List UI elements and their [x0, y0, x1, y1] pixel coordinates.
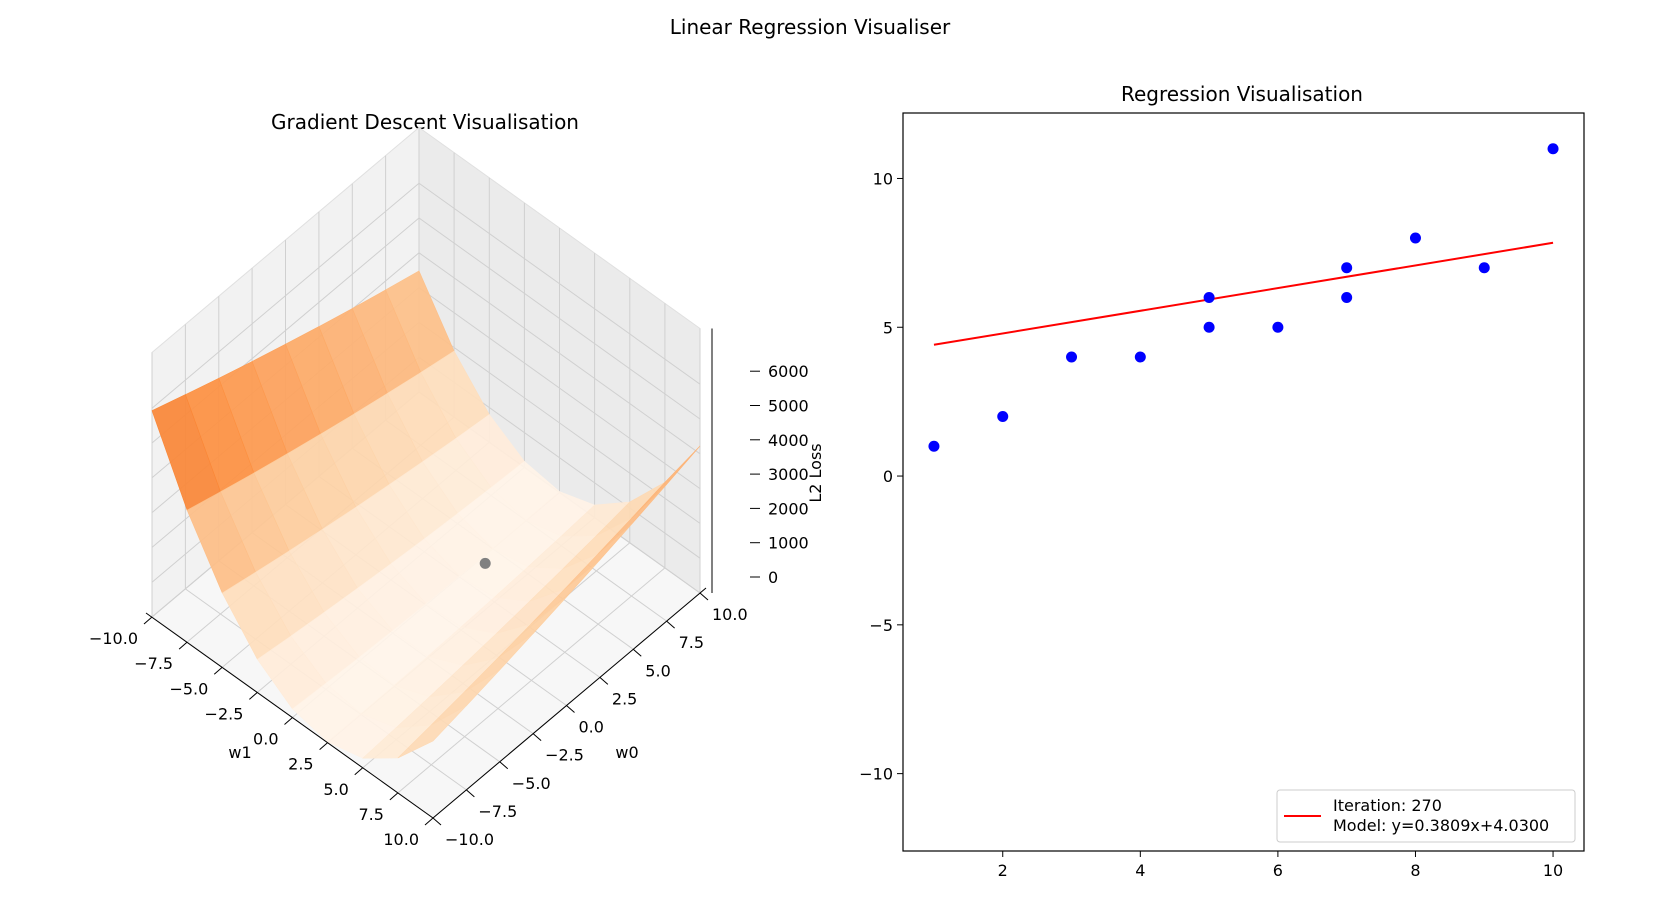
surface-patch — [397, 705, 467, 759]
data-point — [1409, 232, 1421, 244]
w1-tick-label: −5.0 — [169, 679, 208, 698]
model-line-group — [933, 241, 1554, 346]
data-point — [1066, 351, 1078, 363]
loss-tick-label: 6000 — [768, 362, 809, 381]
w0-tick-labels: −10.0 −7.5 −5.0 −2.5 0.0 2.5 5.0 7.5 10.0 — [432, 592, 748, 849]
w0-tick-mark — [566, 705, 575, 713]
regression-y-tick-label: 5 — [883, 318, 893, 337]
w1-tick-label: −10.0 — [89, 629, 138, 648]
w0-tick-label: 2.5 — [612, 689, 637, 708]
w0-tick-mark — [666, 620, 675, 629]
regression-title: Regression Visualisation — [1121, 82, 1363, 106]
data-point — [1478, 262, 1490, 274]
data-point — [1272, 321, 1284, 333]
w1-tick-mark — [213, 666, 223, 675]
w0-tick-label: −2.5 — [545, 746, 584, 765]
loss-tick-labels: 0 1000 2000 3000 4000 5000 6000 — [750, 362, 809, 587]
w1-tick-mark — [389, 792, 399, 801]
gradient-descent-chart: Gradient Descent Visualisation −10.0 −7.5… — [89, 110, 825, 849]
w0-tick-mark — [532, 733, 542, 742]
w1-tick-label: −7.5 — [134, 654, 173, 673]
w0-tick-mark — [432, 817, 442, 826]
regression-chart: Regression Visualisation 2 4 6 8 10 −10 −5 0 5 1… — [859, 82, 1585, 880]
loss-tick-label: 0 — [768, 568, 778, 587]
w0-tick-mark — [699, 592, 709, 601]
w1-tick-mark — [249, 691, 258, 700]
regression-x-tick-label: 4 — [1135, 861, 1145, 880]
w0-tick-mark — [632, 648, 642, 657]
w1-tick-mark — [354, 767, 364, 776]
w1-axis-label: w1 — [228, 743, 251, 762]
regression-y-tick-label: −10 — [859, 765, 893, 784]
w1-tick-label: 10.0 — [383, 830, 419, 849]
gradient-descent-title: Gradient Descent Visualisation — [271, 110, 579, 134]
w0-tick-label: −10.0 — [445, 830, 494, 849]
w1-tick-mark — [284, 717, 293, 725]
w1-tick-mark — [178, 641, 188, 650]
legend-model-label: Model: y=0.3809x+4.0300 — [1333, 816, 1549, 835]
data-point — [1341, 262, 1353, 274]
figure-title: Linear Regression Visualiser — [670, 15, 951, 39]
data-point — [1547, 143, 1559, 155]
data-points — [928, 143, 1559, 452]
legend-box — [1276, 789, 1576, 843]
data-point — [928, 440, 940, 452]
loss-surface — [151, 270, 701, 759]
gridline-loss — [151, 182, 701, 409]
regression-plot-frame — [902, 112, 1585, 852]
legend-iteration-label: Iteration: 270 — [1333, 796, 1442, 815]
w0-axis-line — [432, 587, 707, 819]
w1-tick-mark — [424, 817, 434, 826]
loss-tick-label: 1000 — [768, 534, 809, 553]
loss-axis-label: L2 Loss — [806, 443, 825, 502]
model-line — [933, 241, 1554, 346]
w0-tick-mark — [466, 789, 475, 798]
regression-y-tick-label: 0 — [883, 467, 893, 486]
data-point — [1341, 292, 1353, 303]
loss-tick-label: 5000 — [768, 397, 809, 416]
w1-tick-label: 5.0 — [323, 780, 348, 799]
loss-tick-label: 2000 — [768, 499, 809, 518]
regression-x-ticks: 2 4 6 8 10 — [998, 851, 1563, 880]
data-point — [997, 411, 1009, 423]
w1-tick-label: 7.5 — [358, 805, 383, 824]
w0-tick-label: 0.0 — [579, 718, 604, 737]
w0-tick-label: −5.0 — [512, 774, 551, 793]
loss-tick-label: 3000 — [768, 465, 809, 484]
w1-tick-mark — [143, 616, 153, 625]
data-point — [1203, 321, 1215, 333]
data-point — [1134, 351, 1146, 363]
regression-x-tick-label: 2 — [998, 861, 1008, 880]
current-parameter-point — [479, 557, 491, 569]
w1-tick-labels: −10.0 −7.5 −5.0 −2.5 0.0 2.5 5.0 7.510.0 — [89, 616, 434, 849]
w1-axis-line — [145, 612, 434, 819]
regression-x-tick-label: 8 — [1410, 861, 1420, 880]
w0-tick-mark — [599, 676, 609, 685]
w1-tick-label: −2.5 — [205, 704, 244, 723]
axes-3d — [145, 328, 713, 819]
legend: Iteration: 270 Model: y=0.3809x+4.0300 — [1276, 789, 1576, 843]
data-point — [1203, 292, 1215, 303]
w0-tick-mark — [499, 761, 509, 770]
regression-y-tick-label: 10 — [873, 169, 893, 188]
regression-x-tick-label: 10 — [1543, 861, 1563, 880]
w1-tick-label: 2.5 — [288, 755, 313, 774]
w0-tick-label: −7.5 — [478, 802, 517, 821]
w0-tick-label: 10.0 — [712, 605, 748, 624]
w0-axis-label: w0 — [615, 743, 638, 762]
regression-x-tick-label: 6 — [1273, 861, 1283, 880]
w0-tick-label: 5.0 — [645, 661, 670, 680]
w1-tick-label: 0.0 — [253, 730, 278, 749]
w1-tick-mark — [319, 742, 328, 751]
w0-tick-label: 7.5 — [679, 633, 704, 652]
loss-tick-label: 4000 — [768, 431, 809, 450]
regression-y-tick-label: −5 — [869, 616, 893, 635]
regression-y-ticks: −10 −5 0 5 10 — [859, 169, 903, 784]
